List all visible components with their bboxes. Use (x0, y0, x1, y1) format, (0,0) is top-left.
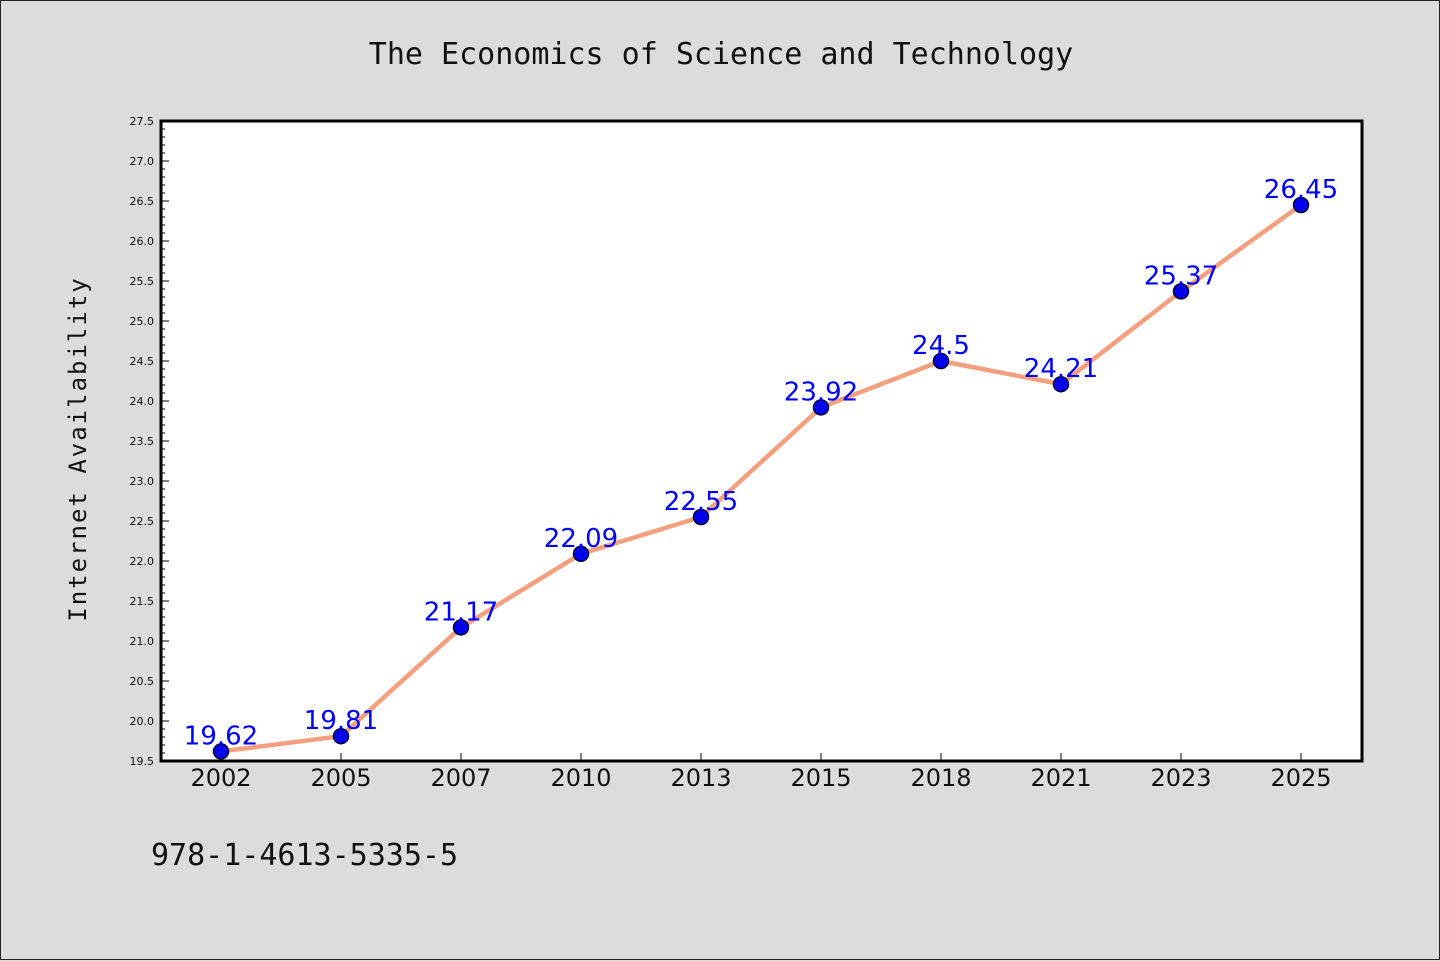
data-point (692, 508, 710, 526)
data-point (1292, 196, 1310, 214)
data-label: 24.21 (1024, 354, 1098, 384)
y-tick-label: 21.5 (130, 595, 155, 608)
y-tick-label: 23.0 (130, 475, 155, 488)
y-tick-label: 22.5 (130, 515, 155, 528)
y-tick-label: 27.0 (130, 155, 155, 168)
y-tick-label: 20.0 (130, 715, 155, 728)
y-tick-label: 20.5 (130, 675, 155, 688)
y-tick-label: 21.0 (130, 635, 155, 648)
x-tick-label: 2018 (910, 764, 971, 792)
x-axis: 2002 2005 2007 2010 2013 2015 2018 2021 2023 2025 (190, 753, 1332, 792)
x-tick-label: 2021 (1030, 764, 1091, 792)
chart-title: The Economics of Science and Technology (369, 37, 1073, 72)
data-point (1172, 283, 1190, 300)
y-tick-label: 25.0 (130, 315, 155, 328)
y-axis: 19.5 20.0 20.5 21.0 21.5 22.0 22.5 23.0 23.5 24.0… (130, 115, 169, 768)
y-tick-label: 19.5 (130, 755, 155, 768)
series-line (218, 202, 1304, 754)
x-tick-label: 2023 (1150, 764, 1211, 792)
data-point (572, 545, 590, 563)
plot-area (159, 119, 1364, 763)
data-point (932, 352, 950, 370)
x-tick-label: 2010 (550, 764, 611, 792)
data-labels: 19.62 19.81 21.17 22.09 22.55 23.92 24.5 24.21 2… (184, 175, 1338, 751)
data-label: 22.55 (664, 487, 738, 517)
x-tick-label: 2005 (310, 764, 371, 792)
y-axis-label: Internet Availability (64, 276, 92, 621)
y-tick-label: 26.5 (130, 195, 155, 208)
y-tick-label: 25.5 (130, 275, 155, 288)
x-tick-label: 2013 (670, 764, 731, 792)
data-point (1052, 375, 1070, 393)
y-tick-label: 24.0 (130, 395, 155, 408)
data-label: 25.37 (1144, 261, 1218, 291)
data-label: 26.45 (1264, 175, 1338, 205)
data-label: 24.5 (912, 331, 970, 361)
x-tick-label: 2015 (790, 764, 851, 792)
isbn-footer: 978-1-4613-5335-5 (151, 838, 458, 873)
data-point (332, 727, 350, 745)
x-tick-label: 2002 (190, 764, 251, 792)
data-point (452, 619, 470, 636)
data-point (812, 399, 830, 416)
x-tick-label: 2025 (1270, 764, 1331, 792)
y-tick-label: 26.0 (130, 235, 155, 248)
data-label: 22.09 (544, 524, 618, 554)
x-tick-label: 2007 (430, 764, 491, 792)
series-line-group (218, 202, 1304, 754)
y-tick-label: 22.0 (130, 555, 155, 568)
data-label: 19.81 (304, 706, 378, 736)
series-markers (212, 196, 1310, 760)
data-label: 21.17 (424, 597, 498, 627)
data-label: 23.92 (784, 377, 858, 407)
y-tick-label: 24.5 (130, 355, 155, 368)
y-tick-label: 23.5 (130, 435, 155, 448)
y-tick-label: 27.5 (130, 115, 155, 128)
data-point (212, 743, 230, 760)
data-label: 19.62 (184, 721, 258, 751)
